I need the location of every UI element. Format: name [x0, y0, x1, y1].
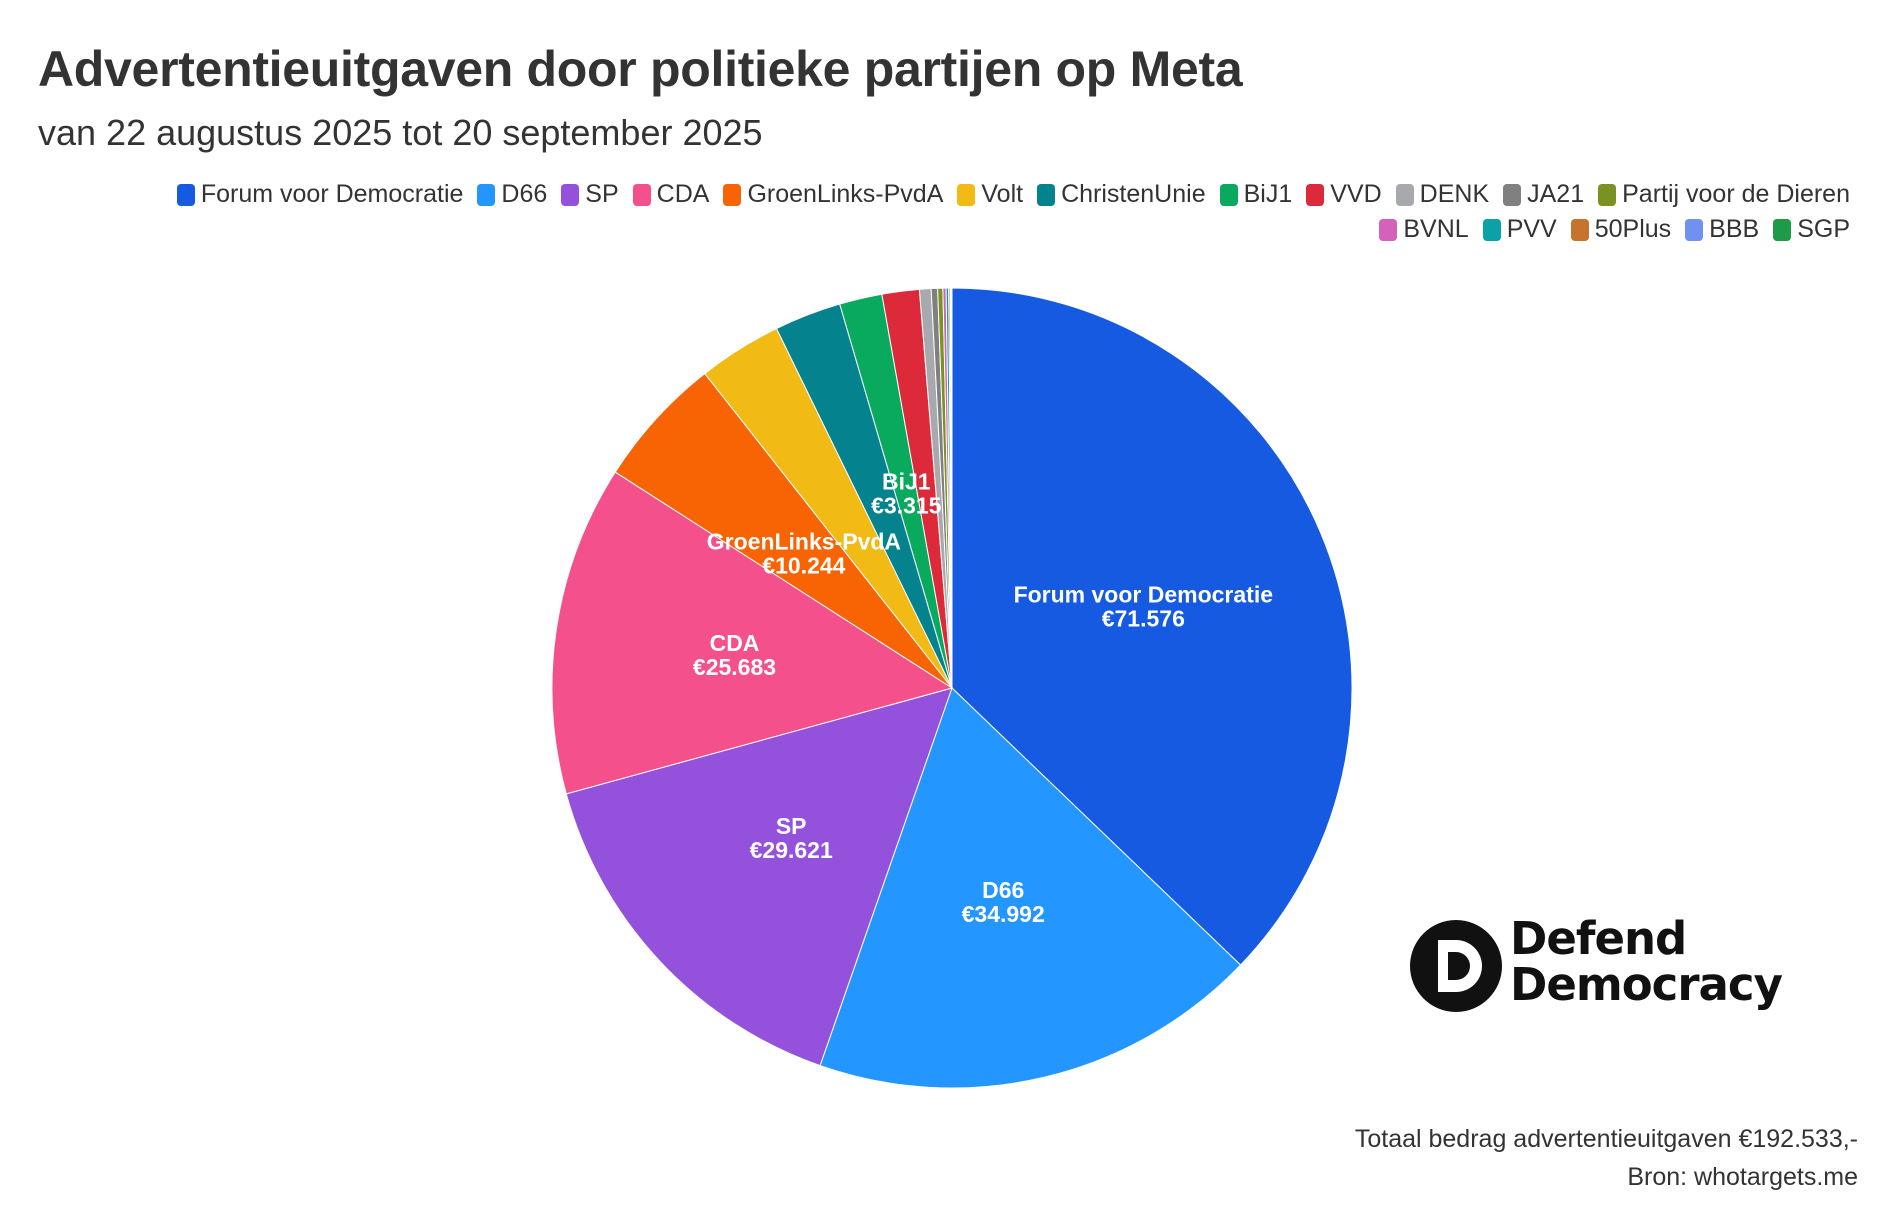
legend-row: Forum voor Democratie D66 SP CDA GroenLinks-… — [176, 180, 1850, 209]
slice-label-name: D66 — [982, 877, 1024, 903]
legend-item[interactable]: CDA — [632, 180, 710, 209]
legend-swatch — [1570, 218, 1589, 241]
chart-title: Advertentieuitgaven door politieke parti… — [38, 41, 1243, 97]
legend-swatch — [561, 183, 580, 206]
pie-slice[interactable] — [614, 372, 953, 689]
legend-swatch — [1598, 183, 1617, 206]
legend-swatch — [176, 183, 195, 206]
legend-label: D66 — [501, 180, 548, 208]
legend-label: SGP — [1797, 215, 1850, 243]
legend-swatch — [1037, 183, 1056, 206]
chart-subtitle: van 22 augustus 2025 tot 20 september 20… — [38, 112, 763, 153]
legend-item[interactable]: BiJ1 — [1219, 180, 1293, 209]
pie-slice[interactable] — [819, 687, 1242, 1089]
defend-democracy-logo: Defend Democracy — [1408, 916, 1828, 1026]
legend-swatch — [1482, 218, 1501, 241]
slice-label-value: €25.683 — [693, 654, 776, 680]
legend-label: VVD — [1330, 180, 1382, 208]
legend-item[interactable]: Partij voor de Dieren — [1598, 180, 1850, 209]
legend-swatch — [1773, 218, 1792, 241]
slice-label-name: CDA — [710, 630, 760, 656]
logo-line-2: Democracy — [1510, 958, 1783, 1011]
pie-slice[interactable] — [951, 287, 1353, 966]
legend-item[interactable]: VVD — [1306, 180, 1382, 209]
slice-label-name: BiJ1 — [882, 468, 931, 494]
legend-item[interactable]: JA21 — [1503, 180, 1584, 209]
slice-label-value: €3.315 — [871, 492, 942, 518]
legend-item[interactable]: DENK — [1395, 180, 1490, 209]
legend-swatch — [1503, 183, 1522, 206]
legend-swatch — [1685, 218, 1704, 241]
slice-label-value: €29.621 — [750, 837, 833, 863]
logo-mark-icon — [1410, 920, 1502, 1012]
legend-swatch — [1306, 183, 1325, 206]
legend-swatch — [1395, 183, 1414, 206]
pie-slice[interactable] — [565, 687, 953, 1067]
legend-label: 50Plus — [1594, 215, 1672, 243]
pie-slice[interactable] — [950, 287, 953, 689]
slice-label-name: SP — [776, 813, 807, 839]
logo-line-1: Defend — [1510, 912, 1687, 965]
slice-label-value: €71.576 — [1102, 605, 1185, 631]
legend-item[interactable]: PVV — [1482, 215, 1557, 244]
slice-label-name: GroenLinks-PvdA — [707, 529, 901, 555]
legend-swatch — [1379, 218, 1398, 241]
legend-label: ChristenUnie — [1061, 180, 1206, 208]
pie-slices — [551, 287, 1353, 1089]
legend-label: BiJ1 — [1243, 180, 1293, 208]
legend-label: Partij voor de Dieren — [1622, 180, 1850, 208]
legend-item[interactable]: BBB — [1685, 215, 1759, 244]
legend-item[interactable]: 50Plus — [1570, 215, 1672, 244]
legend-item[interactable]: D66 — [477, 180, 547, 209]
legend-label: DENK — [1419, 180, 1490, 208]
legend-item[interactable]: SGP — [1773, 215, 1850, 244]
legend-swatch — [632, 183, 651, 206]
chart-footer: Totaal bedrag advertentieuitgaven €192.5… — [1355, 1120, 1858, 1196]
pie-labels: Forum voor Democratie€71.576 D66€34.992 SP… — [693, 468, 1273, 927]
logo-text: Defend Democracy — [1510, 912, 1783, 1011]
legend-item[interactable]: ChristenUnie — [1037, 180, 1206, 209]
legend-label: SP — [585, 180, 619, 208]
legend-label: CDA — [656, 180, 710, 208]
slice-label-name: Forum voor Democratie — [1014, 581, 1273, 607]
slice-label-value: €10.244 — [762, 553, 845, 579]
legend-label: BVNL — [1403, 215, 1469, 243]
legend-item[interactable]: SP — [561, 180, 619, 209]
legend-item[interactable]: Volt — [957, 180, 1023, 209]
legend-label: GroenLinks-PvdA — [747, 180, 944, 208]
pie-slice[interactable] — [551, 471, 954, 795]
legend-swatch — [1219, 183, 1238, 206]
legend-label: PVV — [1506, 215, 1557, 243]
slice-label-value: €34.992 — [962, 901, 1045, 927]
legend-swatch — [723, 183, 742, 206]
legend-label: BBB — [1709, 215, 1760, 243]
legend: Forum voor Democratie D66 SP CDA GroenLinks-… — [40, 180, 1850, 244]
legend-item[interactable]: GroenLinks-PvdA — [723, 180, 943, 209]
legend-label: Volt — [981, 180, 1024, 208]
legend-swatch — [477, 183, 496, 206]
footer-total: Totaal bedrag advertentieuitgaven €192.5… — [1354, 1125, 1858, 1153]
footer-source: Bron: whotargets.me — [1627, 1163, 1858, 1191]
legend-swatch — [957, 183, 976, 206]
legend-label: JA21 — [1527, 180, 1585, 208]
legend-item[interactable]: BVNL — [1379, 215, 1469, 244]
legend-item[interactable]: Forum voor Democratie — [176, 180, 464, 209]
legend-row: BVNL PVV 50Plus BBB SGP — [1379, 215, 1850, 244]
legend-label: Forum voor Democratie — [200, 180, 464, 208]
